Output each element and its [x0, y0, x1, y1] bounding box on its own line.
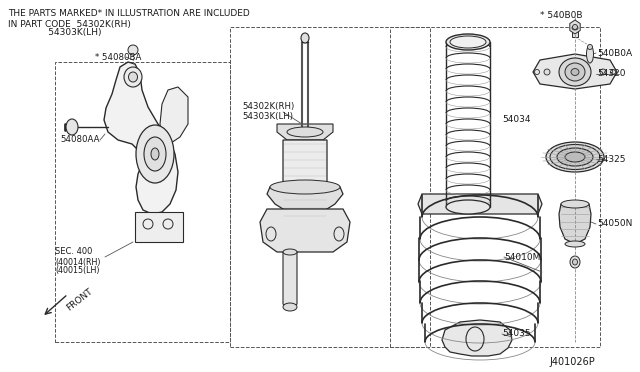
Polygon shape	[267, 187, 343, 209]
Ellipse shape	[586, 45, 593, 63]
Text: SEC. 400: SEC. 400	[55, 247, 92, 257]
Text: (40014(RH): (40014(RH)	[55, 257, 100, 266]
Ellipse shape	[565, 63, 585, 81]
Text: THE PARTS MARKED* IN ILLUSTRATION ARE INCLUDED: THE PARTS MARKED* IN ILLUSTRATION ARE IN…	[8, 10, 250, 19]
Text: 54303K(LH): 54303K(LH)	[242, 112, 293, 122]
Polygon shape	[260, 209, 350, 252]
Ellipse shape	[565, 152, 585, 162]
Ellipse shape	[287, 127, 323, 137]
Text: 54080AA: 54080AA	[60, 135, 99, 144]
Polygon shape	[160, 87, 188, 147]
Ellipse shape	[565, 241, 585, 247]
Text: * 54080BA: * 54080BA	[95, 52, 141, 61]
Ellipse shape	[573, 259, 577, 265]
Text: 54050N: 54050N	[597, 219, 632, 228]
Text: (40015(LH): (40015(LH)	[55, 266, 99, 276]
Ellipse shape	[129, 72, 138, 82]
Ellipse shape	[600, 69, 606, 75]
Ellipse shape	[124, 67, 142, 87]
Ellipse shape	[66, 119, 78, 135]
Text: IN PART CODE  54302K(RH): IN PART CODE 54302K(RH)	[8, 19, 131, 29]
Ellipse shape	[572, 26, 578, 30]
Ellipse shape	[283, 303, 297, 311]
Polygon shape	[135, 212, 183, 242]
Ellipse shape	[559, 58, 591, 86]
Ellipse shape	[450, 36, 486, 48]
Bar	[390, 27, 600, 347]
Polygon shape	[283, 140, 327, 232]
Ellipse shape	[136, 125, 174, 183]
Text: * 540B0B: * 540B0B	[540, 12, 582, 20]
Ellipse shape	[151, 148, 159, 160]
Ellipse shape	[571, 68, 579, 76]
Polygon shape	[277, 124, 333, 140]
Ellipse shape	[546, 142, 604, 172]
Ellipse shape	[588, 45, 593, 49]
Polygon shape	[418, 194, 542, 214]
Text: 54010M: 54010M	[504, 253, 540, 262]
Ellipse shape	[570, 256, 580, 268]
Ellipse shape	[283, 249, 297, 255]
Text: 54035: 54035	[502, 330, 531, 339]
Ellipse shape	[446, 200, 490, 214]
Polygon shape	[559, 204, 591, 244]
Polygon shape	[533, 54, 617, 89]
Polygon shape	[570, 20, 580, 34]
Polygon shape	[442, 320, 512, 356]
Text: 54034: 54034	[502, 115, 531, 125]
Ellipse shape	[301, 33, 309, 43]
Ellipse shape	[573, 25, 577, 29]
Text: 54320: 54320	[597, 70, 625, 78]
Ellipse shape	[561, 200, 589, 208]
Bar	[55, 62, 230, 342]
Polygon shape	[572, 28, 578, 37]
Ellipse shape	[550, 144, 600, 170]
Ellipse shape	[128, 45, 138, 55]
Text: FRONT: FRONT	[65, 287, 95, 313]
Text: 540B0A: 540B0A	[597, 48, 632, 58]
Ellipse shape	[544, 69, 550, 75]
Polygon shape	[283, 252, 297, 307]
Ellipse shape	[557, 148, 593, 166]
Ellipse shape	[270, 180, 340, 194]
Ellipse shape	[144, 137, 166, 171]
Polygon shape	[104, 62, 178, 214]
Text: 54303K(LH): 54303K(LH)	[8, 29, 102, 38]
Bar	[230, 27, 430, 347]
Text: J401026P: J401026P	[549, 357, 595, 367]
Ellipse shape	[446, 34, 490, 50]
Text: 54325: 54325	[597, 154, 625, 164]
Text: 54302K(RH): 54302K(RH)	[242, 103, 294, 112]
